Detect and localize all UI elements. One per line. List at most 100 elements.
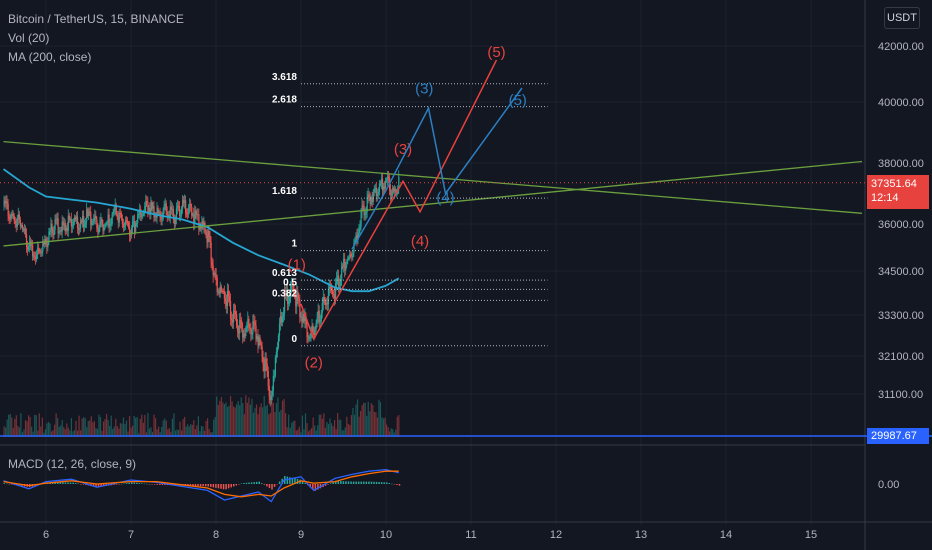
- volume-bar: [122, 417, 125, 437]
- volume-bar: [252, 412, 255, 437]
- price-tick-label: 33300.00: [878, 310, 924, 322]
- volume-bar: [130, 427, 132, 437]
- candle-body: [50, 223, 52, 232]
- volume-bar: [125, 420, 128, 437]
- candle-body: [299, 301, 301, 318]
- candle-body: [140, 209, 142, 218]
- volume-bar: [57, 418, 59, 437]
- volume-bar: [104, 419, 106, 437]
- volume-bar: [40, 426, 42, 437]
- macd-histogram-bar: [314, 484, 317, 491]
- volume-bar: [128, 416, 131, 437]
- candle-body: [37, 247, 39, 253]
- macd-histogram-bar: [268, 484, 271, 488]
- candle-body: [210, 242, 212, 262]
- volume-bar: [35, 415, 37, 437]
- macd-histogram-bar: [396, 484, 398, 485]
- volume-bar: [164, 418, 166, 437]
- candle-body: [207, 230, 209, 243]
- red-wave-label: (3): [394, 141, 412, 158]
- volume-bar: [307, 431, 310, 437]
- macd-histogram-bar: [67, 482, 69, 484]
- candle-body: [206, 235, 208, 243]
- candle-body: [287, 290, 289, 304]
- macd-histogram-bar: [340, 481, 342, 484]
- candle-body: [306, 324, 308, 337]
- candle-body: [54, 219, 56, 230]
- ma-indicator-label[interactable]: MA (200, close): [8, 50, 92, 64]
- candle-body: [119, 212, 121, 214]
- candle-body: [99, 221, 101, 228]
- candle-body: [103, 227, 105, 231]
- candle-body: [73, 217, 76, 223]
- candle-body: [51, 223, 53, 234]
- macd-histogram-bar: [100, 484, 102, 487]
- volume-bar: [106, 413, 108, 437]
- candle-body: [357, 232, 359, 241]
- red-wave-path[interactable]: [300, 59, 498, 341]
- candle-body: [266, 363, 268, 371]
- volume-bar: [269, 412, 271, 437]
- volume-bar: [277, 397, 279, 437]
- candle-body: [259, 337, 261, 343]
- candle-body: [326, 303, 329, 305]
- candle-body: [131, 228, 133, 236]
- volume-bar: [93, 421, 95, 437]
- volume-bar: [182, 419, 184, 437]
- volume-bar: [118, 428, 120, 437]
- candle-body: [43, 241, 45, 245]
- volume-bar: [6, 419, 8, 437]
- volume-bar: [226, 406, 229, 437]
- candle-body: [56, 218, 58, 220]
- volume-bar: [90, 416, 92, 437]
- blue-wave-path[interactable]: [351, 87, 523, 250]
- time-tick-label: 9: [298, 529, 304, 541]
- volume-bar: [150, 427, 152, 437]
- volume-bar: [239, 405, 241, 437]
- volume-bar: [154, 418, 157, 437]
- volume-bar: [327, 424, 330, 437]
- candle-body: [203, 222, 205, 227]
- volume-bar: [317, 425, 319, 437]
- volume-bar: [288, 414, 290, 437]
- candle-body: [144, 205, 146, 213]
- red-wave-label: (2): [305, 354, 323, 371]
- candle-body: [23, 228, 26, 230]
- candle-body: [316, 316, 318, 323]
- macd-histogram-bar: [386, 482, 388, 484]
- currency-unit-badge[interactable]: USDT: [884, 7, 920, 29]
- volume-bar: [142, 422, 144, 437]
- volume-bar: [174, 430, 177, 437]
- candle-body: [277, 335, 280, 348]
- candle-body: [332, 293, 335, 295]
- macd-histogram-bar: [233, 484, 235, 487]
- macd-indicator-label[interactable]: MACD (12, 26, close, 9): [8, 457, 137, 471]
- volume-bar: [295, 430, 297, 437]
- macd-histogram-bar: [378, 482, 380, 484]
- vol-indicator-label[interactable]: Vol (20): [8, 31, 50, 45]
- candle-body: [178, 206, 181, 216]
- trend-line[interactable]: [3, 141, 863, 214]
- candle-body: [10, 214, 12, 220]
- volume-bar: [321, 418, 323, 437]
- time-tick-label: 15: [805, 529, 817, 541]
- candle-body: [31, 244, 33, 246]
- volume-bar: [205, 420, 207, 437]
- candle-body: [141, 216, 143, 218]
- candle-body: [365, 211, 367, 214]
- fib-level-label: 2.618: [272, 95, 297, 106]
- volume-bar: [340, 419, 342, 437]
- volume-bar: [326, 421, 328, 437]
- macd-histogram-bar: [347, 481, 350, 484]
- macd-histogram-bar: [128, 482, 130, 484]
- volume-bar: [20, 413, 22, 437]
- volume-bar: [223, 404, 226, 437]
- candle-body: [355, 235, 357, 240]
- candle-body: [308, 338, 310, 340]
- volume-bar: [12, 427, 14, 437]
- trend-line[interactable]: [3, 160, 863, 247]
- macd-histogram-bar: [253, 482, 255, 484]
- candle-body: [182, 200, 184, 209]
- candle-body: [323, 297, 325, 302]
